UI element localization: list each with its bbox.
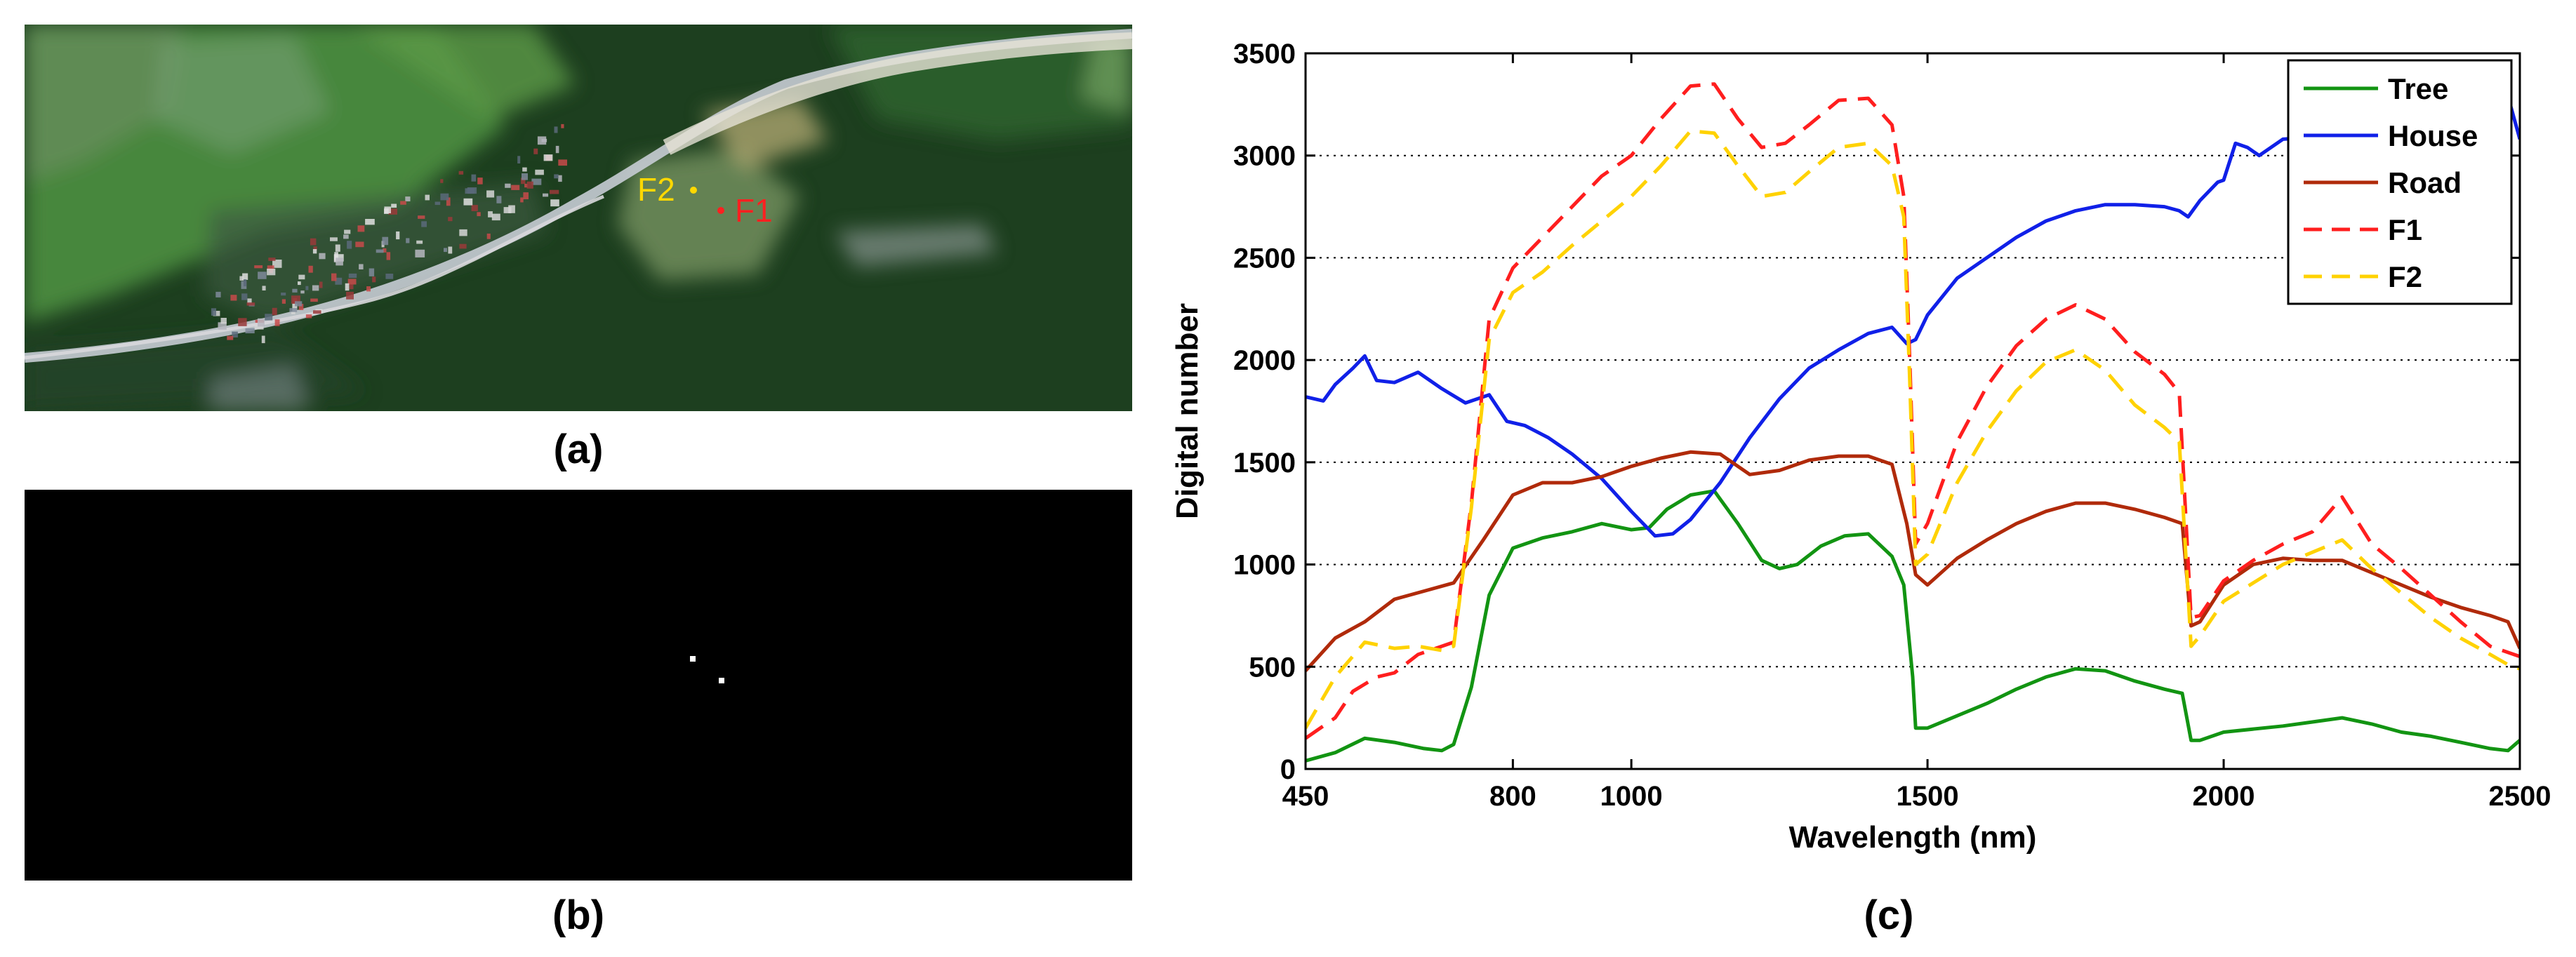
series-line-tree xyxy=(1306,489,2520,763)
x-tick-label: 1000 xyxy=(1600,781,1663,812)
satellite-image-panel: F2 F1 (a) xyxy=(25,25,1132,472)
y-tick-label: 0 xyxy=(1280,754,1296,785)
x-tick-label: 2500 xyxy=(2489,781,2551,812)
f2-point-icon xyxy=(690,187,697,194)
y-tick-label: 3500 xyxy=(1233,39,1296,69)
y-axis-title: Digital number xyxy=(1170,303,1204,519)
legend-label-tree: Tree xyxy=(2388,72,2448,105)
plot-frame xyxy=(1304,52,2521,770)
y-tick-label: 500 xyxy=(1249,652,1296,683)
legend-label-f1: F1 xyxy=(2388,213,2422,246)
satellite-image: F2 F1 xyxy=(25,25,1132,411)
f2-detection-pixel xyxy=(690,656,696,662)
sample-point-markers: F2 F1 xyxy=(637,171,773,229)
f1-point-icon xyxy=(717,207,724,214)
legend-label-f2: F2 xyxy=(2388,260,2422,293)
f1-detection-pixel xyxy=(719,678,724,683)
satellite-terrain xyxy=(25,25,1132,411)
legend: Tree House Road F1 F2 xyxy=(2287,59,2513,305)
y-tick-label: 1500 xyxy=(1233,448,1296,479)
f2-marker-label: F2 xyxy=(637,171,675,208)
legend-label-house: House xyxy=(2388,119,2478,152)
panel-b-label: (b) xyxy=(552,892,604,938)
detection-map xyxy=(25,490,1132,881)
spectral-chart-panel: 450 800 1000 1500 2000 2500 0 500 1000 1500 2000 2… xyxy=(1170,39,2551,938)
y-tick-label: 3000 xyxy=(1233,141,1296,172)
series-line-f2 xyxy=(1306,129,2520,729)
panel-a-label: (a) xyxy=(554,427,604,472)
satellite-road xyxy=(25,194,604,360)
x-axis: 450 800 1000 1500 2000 2500 xyxy=(1282,53,2551,812)
panel-c-label: (c) xyxy=(1864,892,1914,938)
legend-label-road: Road xyxy=(2388,166,2462,199)
y-axis: 0 500 1000 1500 2000 2500 3000 3500 xyxy=(1233,39,2520,785)
x-tick-label: 2000 xyxy=(2193,781,2255,812)
series-line-road xyxy=(1306,450,2520,672)
y-tick-label: 2500 xyxy=(1233,243,1296,274)
series-line-house xyxy=(1306,94,2520,538)
x-axis-title: Wavelength (nm) xyxy=(1789,820,2037,855)
detection-map-panel: (b) xyxy=(25,490,1132,938)
x-tick-label: 800 xyxy=(1489,781,1536,812)
series-lines xyxy=(1306,82,2520,763)
x-tick-label: 1500 xyxy=(1897,781,1959,812)
satellite-town xyxy=(211,123,567,344)
satellite-riverbed xyxy=(663,32,1132,155)
y-tick-label: 2000 xyxy=(1233,345,1296,376)
f1-marker-label: F1 xyxy=(735,192,773,229)
y-tick-label: 1000 xyxy=(1233,550,1296,581)
x-tick-label: 450 xyxy=(1282,781,1329,812)
